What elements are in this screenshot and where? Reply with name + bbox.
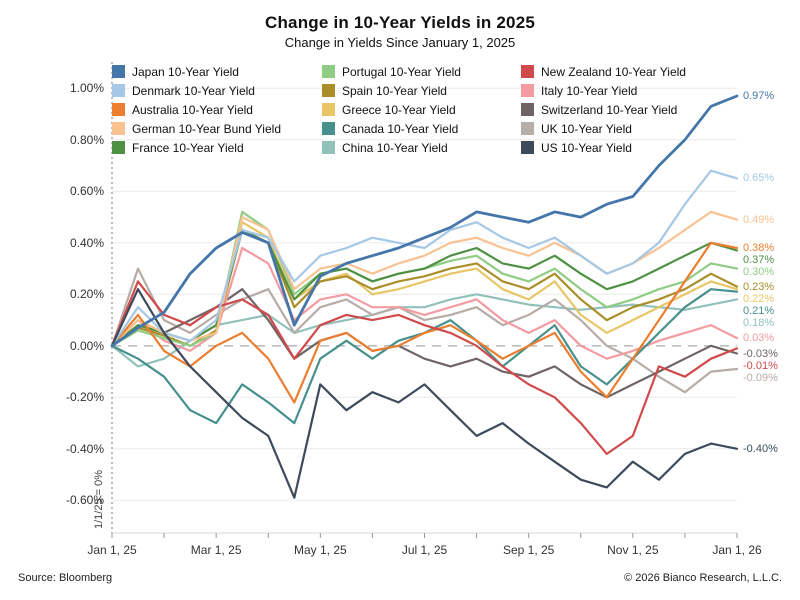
legend-item-china-10-year-yield: China 10-Year Yield (322, 138, 521, 157)
x-axis-tick-label: Nov 1, 25 (607, 543, 659, 557)
legend-swatch (521, 122, 534, 135)
series-line-canada-10-year-yield (110, 288, 739, 425)
x-axis-tick-label: Jul 1, 25 (401, 543, 448, 557)
y-axis-tick-label: -0.60% (65, 493, 104, 508)
legend-label: Japan 10-Year Yield (132, 64, 239, 79)
legend-item-italy-10-year-yield: Italy 10-Year Yield (521, 81, 737, 100)
legend-label: German 10-Year Bund Yield (132, 121, 281, 136)
legend-swatch (521, 141, 534, 154)
end-value-label-denmark-10-year-yield: 0.65% (743, 172, 775, 185)
legend-label: UK 10-Year Yield (541, 121, 632, 136)
series-line-denmark-10-year-yield (110, 169, 739, 347)
legend-label: Greece 10-Year Yield (342, 102, 456, 117)
legend-swatch (521, 65, 534, 78)
y-axis-tick-label: 0.20% (69, 287, 104, 302)
y-axis-tick-label: -0.40% (65, 441, 104, 456)
source-note: Source: Bloomberg (18, 572, 113, 584)
end-value-label-german-10-year-bund-yield: 0.49% (743, 213, 775, 226)
x-axis-tick-label: May 1, 25 (293, 543, 347, 557)
x-axis-tick-label: Mar 1, 25 (190, 543, 242, 557)
x-axis-tick-label: Jan 1, 25 (87, 543, 137, 557)
series-line-us-10-year-yield (110, 288, 739, 499)
end-value-label-china-10-year-yield: 0.18% (743, 316, 775, 329)
legend-item-spain-10-year-yield: Spain 10-Year Yield (322, 81, 521, 100)
legend-swatch (112, 84, 125, 97)
legend-label: Portugal 10-Year Yield (342, 64, 461, 79)
legend-swatch (521, 103, 534, 116)
legend-label: Switzerland 10-Year Yield (541, 102, 678, 117)
legend-item-france-10-year-yield: France 10-Year Yield (112, 138, 322, 157)
legend-label: Spain 10-Year Yield (342, 83, 447, 98)
end-value-label-france-10-year-yield: 0.37% (743, 253, 775, 266)
end-value-label-portugal-10-year-yield: 0.30% (743, 265, 775, 278)
legend-swatch (112, 141, 125, 154)
y-axis-tick-label: 1.00% (69, 81, 104, 96)
legend-label: China 10-Year Yield (342, 140, 448, 155)
legend-item-japan-10-year-yield: Japan 10-Year Yield (112, 62, 322, 81)
end-value-label-canada-10-year-yield: 0.21% (743, 304, 775, 317)
legend-label: Italy 10-Year Yield (541, 83, 638, 98)
series-line-new-zealand-10-year-yield (110, 280, 739, 455)
y-axis-tick-label: 0.60% (69, 184, 104, 199)
end-value-label-japan-10-year-yield: 0.97% (743, 90, 775, 103)
copyright-note: © 2026 Bianco Research, L.L.C. (624, 572, 782, 584)
zero-baseline-note: 1/1/25 = 0% (93, 469, 105, 529)
end-value-label-australia-10-year-yield: 0.38% (743, 241, 775, 254)
legend-item-uk-10-year-yield: UK 10-Year Yield (521, 119, 737, 138)
series-line-japan-10-year-yield (110, 94, 739, 348)
legend-item-canada-10-year-yield: Canada 10-Year Yield (322, 119, 521, 138)
legend-label: Australia 10-Year Yield (132, 102, 253, 117)
legend-swatch (521, 84, 534, 97)
chart-subtitle: Change in Yields Since January 1, 2025 (284, 35, 516, 50)
legend-item-new-zealand-10-year-yield: New Zealand 10-Year Yield (521, 62, 737, 81)
legend-item-denmark-10-year-yield: Denmark 10-Year Yield (112, 81, 322, 100)
x-axis-tick-label: Sep 1, 25 (502, 543, 555, 557)
legend-swatch (112, 65, 125, 78)
y-axis-tick-label: 0.00% (69, 338, 104, 353)
legend-swatch (322, 103, 335, 116)
legend-swatch (322, 65, 335, 78)
end-value-label-us-10-year-yield: -0.40% (743, 442, 778, 455)
legend-swatch (322, 141, 335, 154)
legend-swatch (322, 122, 335, 135)
y-axis-tick-label: -0.20% (65, 390, 104, 405)
end-value-label-greece-10-year-yield: 0.22% (743, 292, 775, 305)
legend-swatch (112, 103, 125, 116)
end-value-label-italy-10-year-yield: 0.03% (743, 332, 775, 345)
end-value-label-new-zealand-10-year-yield: -0.01% (743, 359, 778, 372)
legend-label: Canada 10-Year Yield (342, 121, 459, 136)
x-axis-tick-label: Jan 1, 26 (712, 543, 762, 557)
chart-title: Change in 10-Year Yields in 2025 (264, 13, 536, 32)
y-axis-tick-label: 0.40% (69, 235, 104, 250)
legend-item-switzerland-10-year-yield: Switzerland 10-Year Yield (521, 100, 737, 119)
y-axis-tick-label: 0.80% (69, 132, 104, 147)
legend-label: New Zealand 10-Year Yield (541, 64, 686, 79)
legend-item-portugal-10-year-yield: Portugal 10-Year Yield (322, 62, 521, 81)
legend-label: France 10-Year Yield (132, 140, 244, 155)
end-value-label-switzerland-10-year-yield: -0.03% (743, 347, 778, 360)
legend-label: US 10-Year Yield (541, 140, 632, 155)
end-value-label-spain-10-year-yield: 0.23% (743, 280, 775, 293)
legend-item-australia-10-year-yield: Australia 10-Year Yield (112, 100, 322, 119)
legend-item-greece-10-year-yield: Greece 10-Year Yield (322, 100, 521, 119)
series-line-australia-10-year-yield (110, 241, 739, 404)
legend-label: Denmark 10-Year Yield (132, 83, 255, 98)
series-line-france-10-year-yield (110, 228, 739, 347)
legend-item-german-10-year-bund-yield: German 10-Year Bund Yield (112, 119, 322, 138)
legend-swatch (322, 84, 335, 97)
end-value-label-uk-10-year-yield: -0.09% (743, 371, 778, 384)
legend: Japan 10-Year Yield Denmark 10-Year Yield… (112, 62, 737, 157)
legend-item-us-10-year-yield: US 10-Year Yield (521, 138, 737, 157)
legend-swatch (112, 122, 125, 135)
